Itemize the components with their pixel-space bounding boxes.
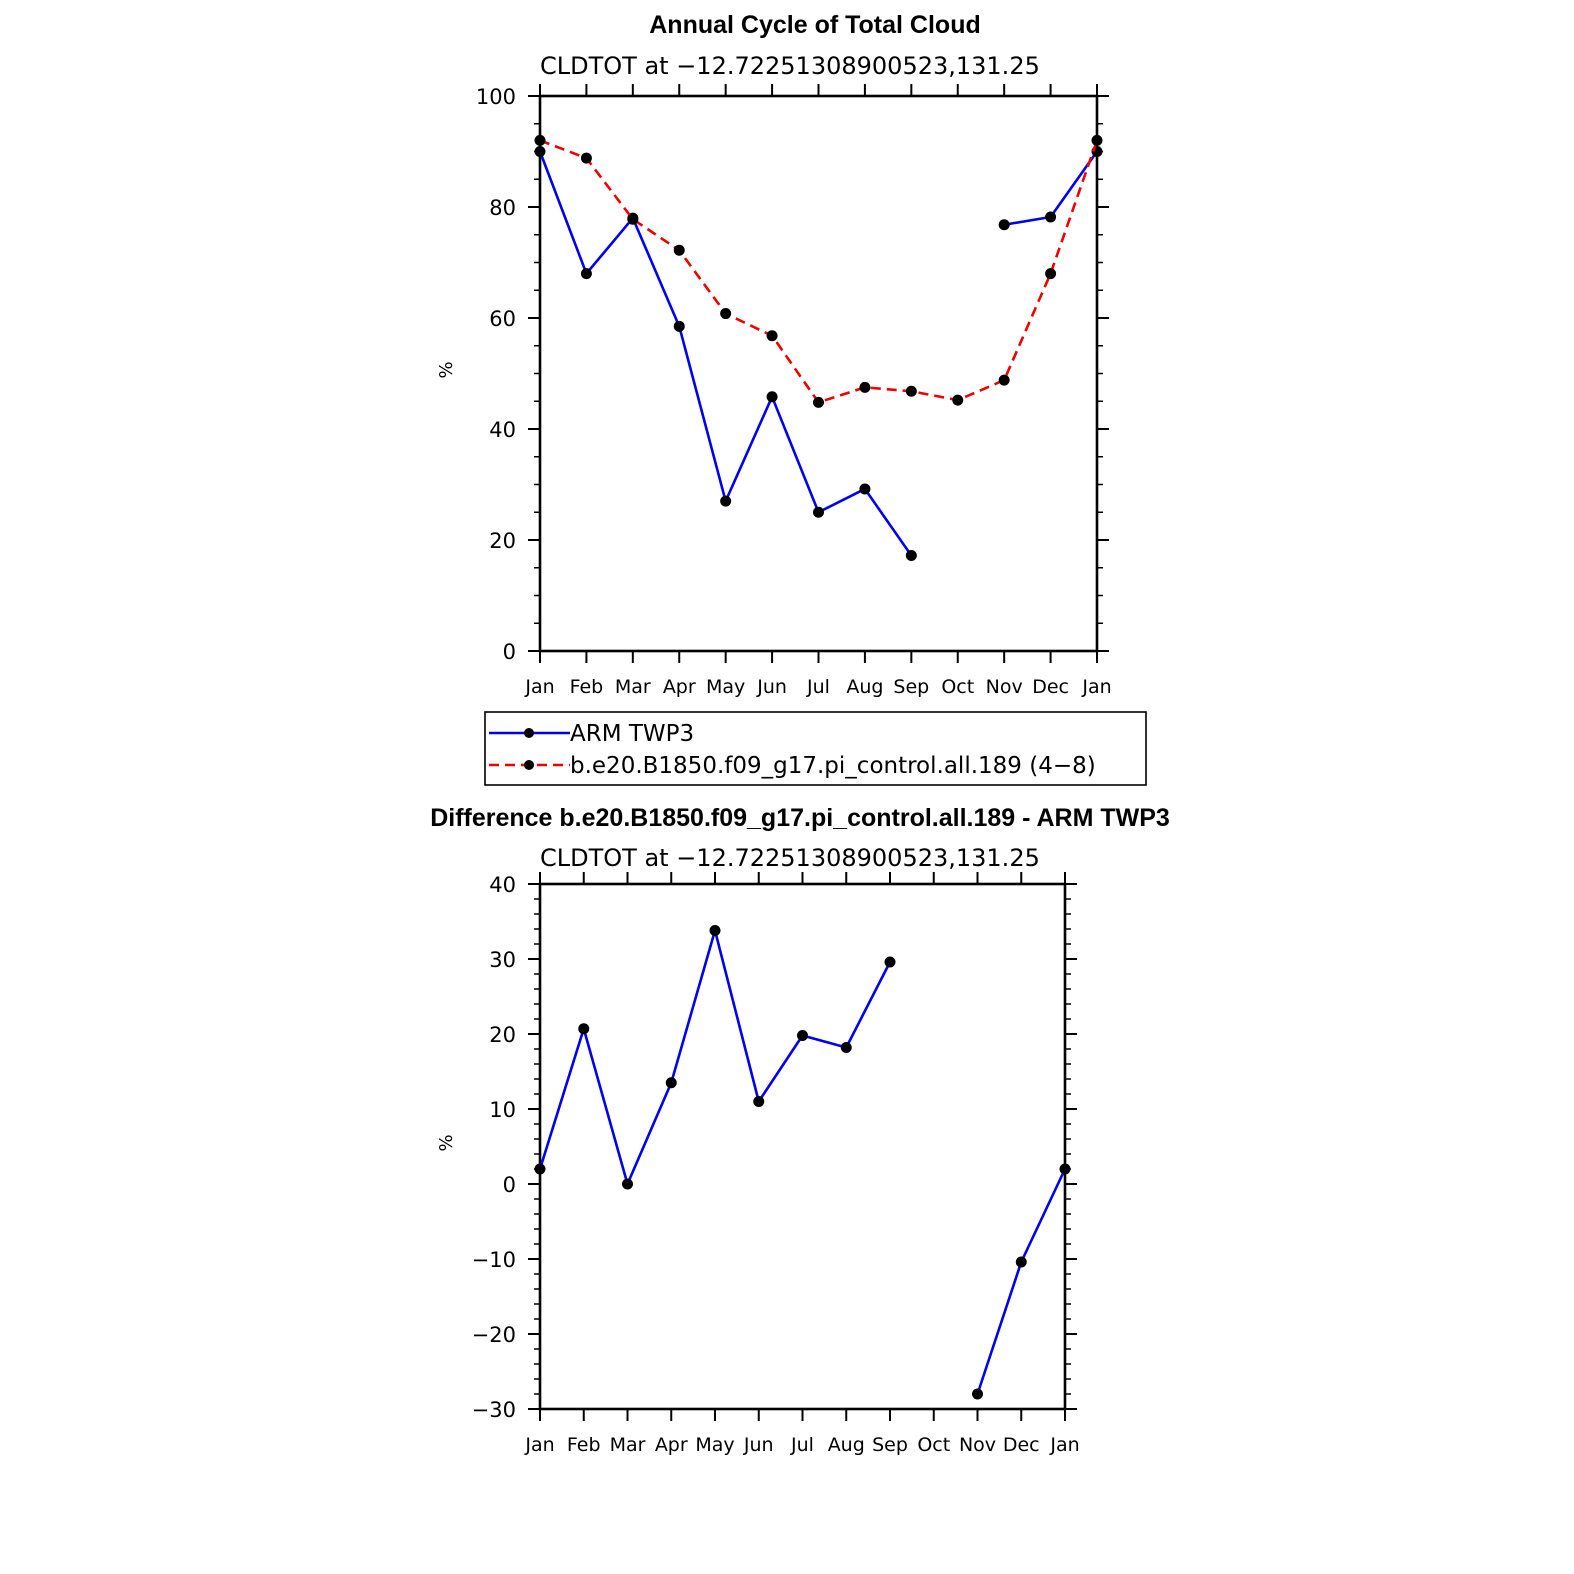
data-point [998,374,1010,386]
x-tick-label: Jan [1081,676,1111,698]
data-point [720,495,732,507]
x-tick-label: Nov [959,1434,996,1456]
chart-subtitle: CLDTOT at −12.72251308900523,131.25 [540,844,1040,872]
data-point [627,213,639,225]
x-tick-label: Sep [893,676,929,698]
plot-frame [538,94,1099,653]
chart-difference: Difference b.e20.B1850.f09_g17.pi_contro… [430,804,1170,1456]
x-tick-label: Mar [615,676,651,698]
x-tick-label: May [706,676,745,698]
y-tick-label: 100 [476,85,516,109]
legend-label-arm: ARM TWP3 [570,721,694,747]
data-point [578,1023,590,1035]
y-tick-label: 80 [489,196,516,220]
y-tick-label: 20 [489,1023,516,1047]
x-tick-label: Sep [872,1434,908,1456]
data-point [1015,1256,1027,1268]
data-point [534,1163,546,1175]
data-point [720,308,732,320]
x-tick-label: Feb [570,676,604,698]
x-tick-label: Oct [917,1434,950,1456]
y-tick-label: 0 [503,640,516,664]
data-point [766,330,778,342]
data-point [1045,211,1057,223]
data-point [884,956,896,968]
y-tick-label: −20 [472,1323,516,1347]
y-tick-label: 40 [489,418,516,442]
y-tick-label: −30 [472,1398,516,1422]
x-tick-label: Mar [610,1434,646,1456]
x-tick-label: Aug [828,1434,865,1456]
x-tick-label: Jun [756,676,787,698]
x-tick-label: Jun [743,1434,774,1456]
legend: ARM TWP3 b.e20.B1850.f09_g17.pi_control.… [484,711,1147,786]
plot-frame [538,882,1067,1411]
x-tick-label: Apr [663,676,696,698]
data-point [952,394,964,406]
series-line-0 [976,1168,1067,1395]
data-point [766,391,778,403]
x-tick-label: Aug [846,676,883,698]
data-point [580,152,592,164]
data-point [673,320,685,332]
data-point [622,1178,633,1190]
data-point [859,483,871,495]
y-tick-label: 60 [489,307,516,331]
y-tick-label: 30 [489,948,516,972]
data-point [665,1077,677,1089]
y-axis-label: % [436,361,457,378]
data-point [840,1042,852,1053]
series-line-0 [538,151,913,557]
x-tick-label: May [695,1434,734,1456]
x-tick-label: Jan [524,1434,554,1456]
chart-title: Annual Cycle of Total Cloud [649,11,980,39]
data-point [859,381,871,393]
y-tick-label: −10 [472,1248,516,1272]
x-tick-label: Feb [567,1434,601,1456]
data-point [998,219,1010,231]
data-point [534,134,546,146]
chart-title: Difference b.e20.B1850.f09_g17.pi_contro… [430,804,1170,832]
legend-marker-model [524,760,534,770]
data-point [534,146,546,157]
data-point [709,925,721,936]
x-tick-label: Jul [790,1434,814,1456]
legend-box [484,711,1147,786]
y-tick-label: 10 [489,1098,516,1122]
x-tick-label: Apr [655,1434,688,1456]
y-axis-label: % [436,1134,457,1151]
y-tick-label: 20 [489,529,516,553]
data-point [972,1388,983,1400]
series-line-0 [538,929,892,1186]
x-tick-label: Jan [1049,1434,1079,1456]
data-point [673,244,685,256]
x-tick-label: Dec [1003,1434,1040,1456]
y-tick-label: 40 [489,873,516,897]
data-point [580,268,592,280]
data-point [813,506,824,518]
legend-marker-arm [524,728,534,738]
x-tick-label: Oct [941,676,974,698]
chart-subtitle: CLDTOT at −12.72251308900523,131.25 [540,52,1040,80]
y-tick-label: 0 [503,1173,516,1197]
x-tick-label: Dec [1032,676,1069,698]
data-point [1045,268,1057,280]
data-point [905,385,917,397]
data-point [1059,1163,1071,1175]
data-point [1091,134,1103,146]
chart-annual-cycle: Annual Cycle of Total Cloud CLDTOT at −1… [436,11,1112,698]
data-point [753,1096,765,1107]
x-tick-label: Nov [986,676,1023,698]
x-tick-label: Jul [806,676,830,698]
legend-label-model: b.e20.B1850.f09_g17.pi_control.all.189 (… [570,753,1096,779]
data-point [813,396,824,408]
data-point [797,1030,808,1041]
series-line-1 [539,139,1099,404]
data-point [905,550,917,562]
x-tick-label: Jan [524,676,554,698]
